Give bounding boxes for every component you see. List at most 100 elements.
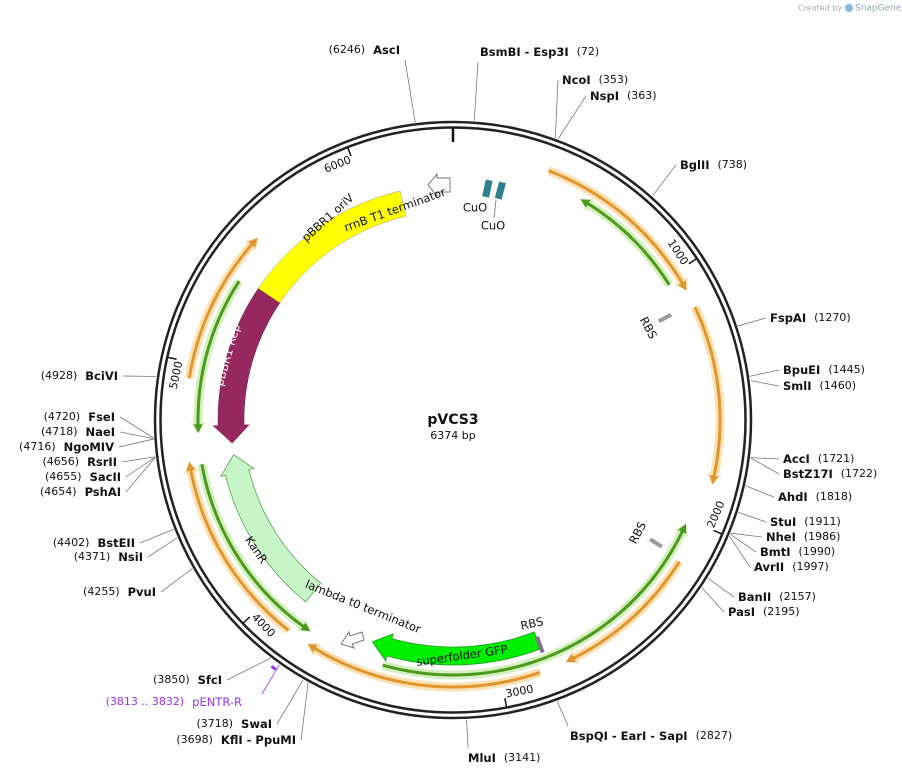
primer-mark — [270, 665, 277, 671]
orf — [193, 280, 241, 434]
orf-halo — [690, 305, 725, 485]
backbone-inner — [159, 126, 747, 714]
site-position: (1986) — [804, 530, 841, 543]
site-line — [737, 317, 767, 327]
site-line — [121, 456, 156, 463]
orf-halo — [547, 166, 688, 291]
primer-label: (3813 .. 3832) pENTR-R — [106, 695, 242, 709]
rbs — [657, 312, 673, 324]
site-name: SwaI — [241, 717, 272, 731]
site-label: (4928) BciVI — [41, 369, 118, 383]
site-label: StuI (1911) — [770, 515, 841, 529]
site-line — [473, 61, 479, 121]
site-line — [160, 568, 193, 593]
site-label: (4371) NsiI — [74, 550, 143, 564]
tick — [688, 258, 697, 265]
site-position: (4654) — [40, 485, 77, 498]
site-name: BciVI — [85, 369, 118, 383]
site-label: BspQI - EarI - SapI (2827) — [570, 729, 732, 743]
site-line — [750, 457, 780, 460]
feature-label: lambda t0 terminator — [303, 577, 423, 636]
site-name: NheI — [766, 530, 796, 544]
site-position: (3718) — [196, 717, 233, 730]
site-label: (4654) PshAI — [40, 485, 121, 499]
site-label: (6246) AscI — [329, 43, 400, 57]
site-position: (2195) — [763, 605, 800, 618]
plasmid-length: 6374 bp — [430, 429, 475, 442]
operator — [482, 179, 493, 198]
site-name: BspQI - EarI - SapI — [570, 729, 688, 743]
site-name: NsiI — [118, 550, 143, 564]
site-position: (1270) — [814, 311, 851, 324]
site-label: (4718) NaeI — [41, 425, 115, 439]
site-label: (4656) RsrII — [42, 455, 117, 469]
site-line — [652, 164, 677, 197]
site-line — [300, 682, 309, 741]
site-line — [750, 380, 780, 387]
site-name: PasI — [728, 605, 755, 619]
site-line — [701, 587, 725, 613]
primer-position: (3813 .. 3832) — [106, 695, 185, 708]
site-name: BsmBI - Esp3I — [480, 45, 569, 59]
site-name: BanII — [738, 590, 771, 604]
backbone-outer — [153, 120, 753, 720]
site-position: (4402) — [53, 536, 90, 549]
site-line — [125, 457, 156, 493]
orf-halo — [381, 523, 688, 680]
site-label: (3850) SfcI — [153, 673, 222, 687]
site-name: BmtI — [760, 545, 791, 559]
site-line — [750, 457, 780, 475]
site-name: AscI — [373, 43, 400, 57]
site-position: (4928) — [41, 369, 78, 382]
site-position: (738) — [718, 158, 748, 171]
site-position: (4716) — [19, 440, 56, 453]
site-label: (3698) KflI - PpuMI — [176, 733, 296, 747]
terminator-arrow — [427, 172, 451, 198]
site-name: FspAI — [770, 311, 806, 325]
site-label: (4716) NgoMIV — [19, 440, 114, 454]
orf-halo — [565, 559, 684, 664]
site-name: BstZ17I — [783, 467, 833, 481]
site-line — [730, 533, 757, 553]
site-label: BmtI (1990) — [760, 545, 835, 559]
site-position: (72) — [577, 45, 600, 58]
site-line — [276, 679, 304, 725]
site-position: (1990) — [799, 545, 836, 558]
site-position: (1818) — [816, 490, 853, 503]
site-name: KflI - PpuMI — [221, 733, 296, 747]
site-label: SmlI (1460) — [783, 379, 856, 393]
site-line — [554, 79, 559, 138]
feature-label: RBS — [519, 614, 544, 632]
site-line — [557, 95, 587, 140]
site-label: NheI (1986) — [766, 530, 840, 544]
tick-label: 3000 — [505, 683, 535, 701]
site-name: PshAI — [85, 485, 121, 499]
rbs — [649, 537, 663, 549]
site-position: (1445) — [828, 363, 865, 376]
brand: SnapGene — [855, 4, 902, 14]
site-line — [707, 577, 735, 598]
site-position: (1721) — [818, 452, 855, 465]
site-position: (363) — [627, 89, 657, 102]
site-name: SacII — [90, 470, 121, 484]
site-position: (2157) — [779, 590, 816, 603]
feature-label: RBS — [637, 314, 660, 341]
site-position: (1997) — [792, 560, 829, 573]
site-line — [729, 535, 751, 568]
site-position: (4255) — [83, 585, 120, 598]
logo — [845, 4, 853, 12]
site-position: (3850) — [153, 673, 190, 686]
site-name: MluI — [468, 751, 496, 765]
site-line — [119, 416, 154, 439]
site-label: (3718) SwaI — [196, 717, 272, 731]
site-line — [738, 511, 767, 523]
site-position: (4655) — [45, 470, 82, 483]
site-label: AhdI (1818) — [778, 490, 852, 504]
site-name: NspI — [590, 89, 619, 103]
site-line — [118, 438, 154, 448]
site-label: BanII (2157) — [738, 590, 816, 604]
tick — [242, 616, 251, 624]
site-position: (3698) — [176, 733, 213, 746]
primer-line — [261, 664, 280, 695]
site-line — [745, 485, 775, 498]
